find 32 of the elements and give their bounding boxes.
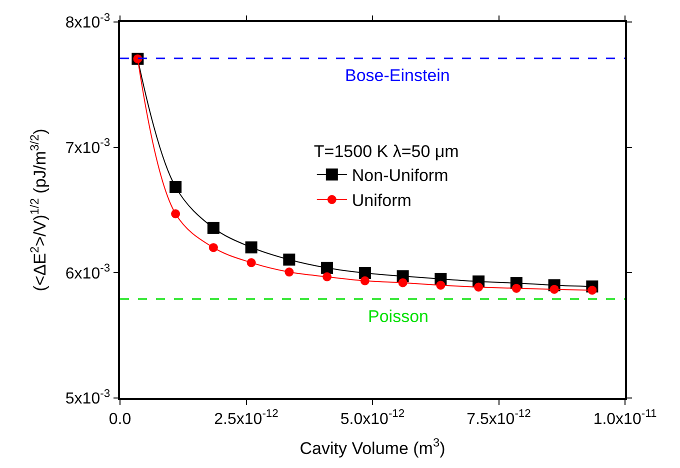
point bbox=[171, 209, 180, 218]
ref-line-label: Bose-Einstein bbox=[345, 66, 450, 85]
point bbox=[207, 222, 220, 234]
legend-label: Non-Uniform bbox=[352, 166, 448, 186]
legend-label: Uniform bbox=[352, 191, 412, 210]
ref-line-label: Poisson bbox=[368, 307, 428, 326]
point bbox=[322, 272, 332, 282]
point bbox=[321, 262, 334, 274]
point bbox=[283, 254, 296, 266]
x-tick-label: 2.5x10$^{-12}$ bbox=[214, 408, 278, 428]
point bbox=[550, 284, 559, 294]
x-tick-label: 0.0 bbox=[108, 410, 132, 428]
x-tick-label: 1.0x10$^{-11}$ bbox=[593, 408, 657, 428]
point bbox=[398, 278, 408, 288]
point bbox=[360, 276, 370, 286]
point bbox=[284, 268, 294, 277]
y-tick-label: 7x10$^{-3}$ bbox=[65, 137, 110, 157]
x-axis-title: Cavity Volume (m$^{3}$) bbox=[300, 436, 446, 458]
point bbox=[170, 180, 182, 193]
y-tick-label: 8x10$^{-3}$ bbox=[65, 12, 110, 32]
y-tick-label: 5x10$^{-3}$ bbox=[65, 388, 110, 408]
point bbox=[512, 284, 521, 293]
point bbox=[208, 243, 218, 252]
point bbox=[245, 241, 258, 254]
point bbox=[436, 280, 446, 290]
x-tick-label: 5.0x10$^{-12}$ bbox=[340, 408, 405, 428]
point bbox=[474, 282, 484, 292]
point bbox=[588, 286, 597, 295]
x-tick-label: 7.5x10$^{-12}$ bbox=[466, 408, 531, 428]
y-tick-label: 6x10$^{-3}$ bbox=[65, 262, 110, 282]
point bbox=[246, 258, 256, 268]
legend-title: T=1500 K λ=50 μm bbox=[314, 142, 459, 161]
